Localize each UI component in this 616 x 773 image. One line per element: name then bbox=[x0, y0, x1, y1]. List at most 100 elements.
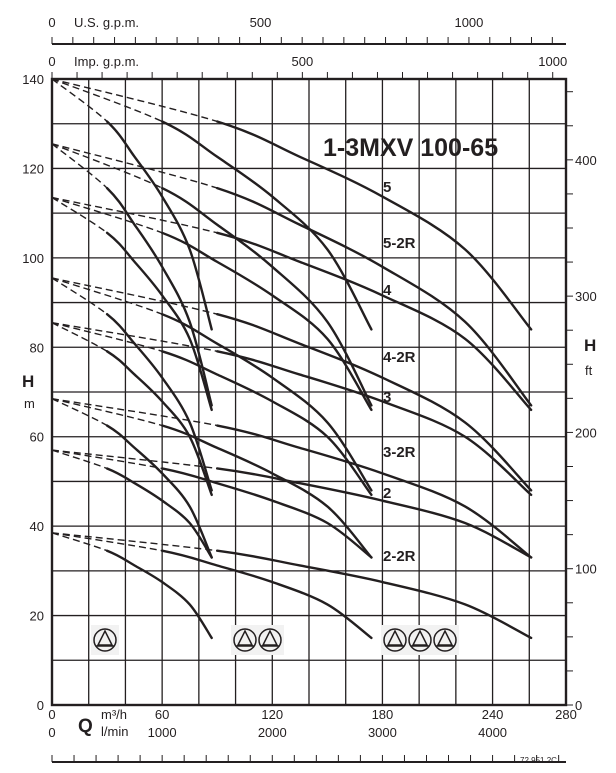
curve-2-3-pump bbox=[216, 467, 533, 559]
curve-label-3: 3 bbox=[383, 389, 391, 406]
curve-5-2r-1-pump bbox=[105, 186, 213, 407]
x-tick-label: 60 bbox=[155, 707, 169, 722]
curve-3-2-pump bbox=[160, 350, 373, 497]
imp-gpm-tick-label: 500 bbox=[292, 54, 314, 69]
pump-triangle bbox=[386, 629, 404, 647]
y-tick-label: 0 bbox=[37, 698, 44, 713]
y-tick-label: 140 bbox=[22, 72, 44, 87]
curve-label-4: 4 bbox=[383, 282, 392, 299]
curve-3-1-pump-dashed bbox=[51, 322, 108, 352]
ft-tick-label: 0 bbox=[575, 698, 582, 713]
x-axis-unit: m³/h bbox=[101, 707, 127, 722]
pump-circle bbox=[258, 628, 282, 652]
lmin-tick-label: 4000 bbox=[478, 725, 507, 740]
curve-5-1-pump bbox=[105, 120, 213, 331]
pump-symbol-icon bbox=[408, 628, 432, 652]
imp-gpm-unit: Imp. g.p.m. bbox=[74, 54, 139, 69]
curve-5-3-pump bbox=[216, 120, 533, 331]
curve-5-2r-3-pump-dashed bbox=[51, 143, 218, 189]
pump-triangle bbox=[96, 629, 114, 647]
pump-symbol-icon bbox=[258, 628, 282, 652]
curve-2-2r-3-pump-dashed bbox=[51, 532, 218, 552]
ft-tick-label: 400 bbox=[575, 153, 597, 168]
curves bbox=[51, 78, 533, 640]
pump-circle bbox=[408, 628, 432, 652]
pump-triangle bbox=[411, 629, 429, 647]
curve-label-2: 2 bbox=[383, 485, 391, 502]
curve-2-3-pump-dashed bbox=[51, 449, 218, 470]
curve-4-2r-3-pump bbox=[216, 312, 533, 492]
ft-tick-label: 100 bbox=[575, 562, 597, 577]
y-tick-label: 120 bbox=[22, 161, 44, 176]
y-tick-label: 20 bbox=[30, 609, 44, 624]
pump-triangle bbox=[261, 629, 279, 647]
curve-4-1-pump-dashed bbox=[51, 196, 108, 234]
curve-4-2r-2-pump bbox=[160, 312, 373, 492]
curve-3-2r-3-pump-dashed bbox=[51, 398, 218, 427]
curve-2-1-pump bbox=[105, 467, 213, 559]
curve-label-4-2R: 4-2R bbox=[383, 349, 416, 366]
pump-symbol-icon bbox=[93, 628, 117, 652]
document-code: 72.951.2C bbox=[520, 756, 557, 765]
grid bbox=[52, 79, 566, 705]
curve-3-1-pump bbox=[105, 350, 213, 497]
curve-4-2r-1-pump bbox=[105, 312, 213, 492]
imp-gpm-tick-label: 0 bbox=[48, 54, 55, 69]
pump-circle bbox=[233, 628, 257, 652]
y-axis-unit: m bbox=[24, 396, 35, 411]
curve-5-3-pump-dashed bbox=[51, 78, 218, 123]
curve-5-2-pump bbox=[160, 120, 373, 331]
curve-4-1-pump bbox=[105, 231, 213, 412]
imp-gpm-tick-label: 1000 bbox=[538, 54, 567, 69]
pump-icons bbox=[91, 625, 459, 655]
x-axis-letter: Q bbox=[78, 716, 93, 737]
pump-symbol-icon bbox=[233, 628, 257, 652]
y-axis-ft-unit: ft bbox=[585, 363, 593, 378]
curve-3-3-pump-dashed bbox=[51, 322, 218, 352]
curve-3-2r-2-pump bbox=[160, 424, 373, 559]
pump-group-background bbox=[231, 625, 284, 655]
y-tick-label: 60 bbox=[30, 430, 44, 445]
pump-symbol-icon bbox=[433, 628, 457, 652]
curve-5-1-pump-dashed bbox=[51, 78, 108, 122]
curve-2-2-pump bbox=[160, 467, 373, 559]
x-tick-label: 280 bbox=[555, 707, 577, 722]
pump-triangle bbox=[236, 629, 254, 647]
x-tick-label: 120 bbox=[261, 707, 283, 722]
curve-label-5-2R: 5-2R bbox=[383, 235, 416, 252]
us-gpm-tick-label: 0 bbox=[48, 15, 55, 30]
curve-4-3-pump bbox=[216, 231, 533, 412]
curve-2-2r-2-pump bbox=[160, 549, 373, 640]
curve-3-2r-3-pump bbox=[216, 424, 533, 559]
lmin-tick-label: 3000 bbox=[368, 725, 397, 740]
pump-triangle bbox=[436, 629, 454, 647]
curve-4-2-pump-dashed bbox=[51, 196, 163, 234]
curve-3-3-pump bbox=[216, 350, 533, 497]
curve-4-2r-2-pump-dashed bbox=[51, 277, 163, 315]
x-tick-label: 180 bbox=[372, 707, 394, 722]
curve-2-2r-2-pump-dashed bbox=[51, 532, 163, 552]
pump-circle bbox=[433, 628, 457, 652]
curve-label-3-2R: 3-2R bbox=[383, 444, 416, 461]
x-tick-label: 0 bbox=[48, 707, 55, 722]
curve-4-2r-3-pump-dashed bbox=[51, 277, 218, 315]
chart-title: 1-3MXV 100-65 bbox=[323, 134, 498, 162]
x-tick-label: 240 bbox=[482, 707, 504, 722]
curve-3-2-pump-dashed bbox=[51, 322, 163, 352]
ft-tick-label: 200 bbox=[575, 425, 597, 440]
curve-3-2r-1-pump bbox=[105, 424, 213, 559]
curve-4-2r-1-pump-dashed bbox=[51, 277, 108, 315]
pump-symbol-icon bbox=[383, 628, 407, 652]
pump-circle bbox=[93, 628, 117, 652]
pump-circle bbox=[383, 628, 407, 652]
us-gpm-unit: U.S. g.p.m. bbox=[74, 15, 139, 30]
x-axis-lmin-unit: l/min bbox=[101, 724, 128, 739]
curve-label-2-2R: 2-2R bbox=[383, 548, 416, 565]
curve-label-5: 5 bbox=[383, 179, 391, 196]
y-tick-label: 40 bbox=[30, 519, 44, 534]
curve-5-2-pump-dashed bbox=[51, 78, 163, 123]
curve-5-2r-3-pump bbox=[216, 186, 533, 407]
curve-4-2-pump bbox=[160, 231, 373, 412]
